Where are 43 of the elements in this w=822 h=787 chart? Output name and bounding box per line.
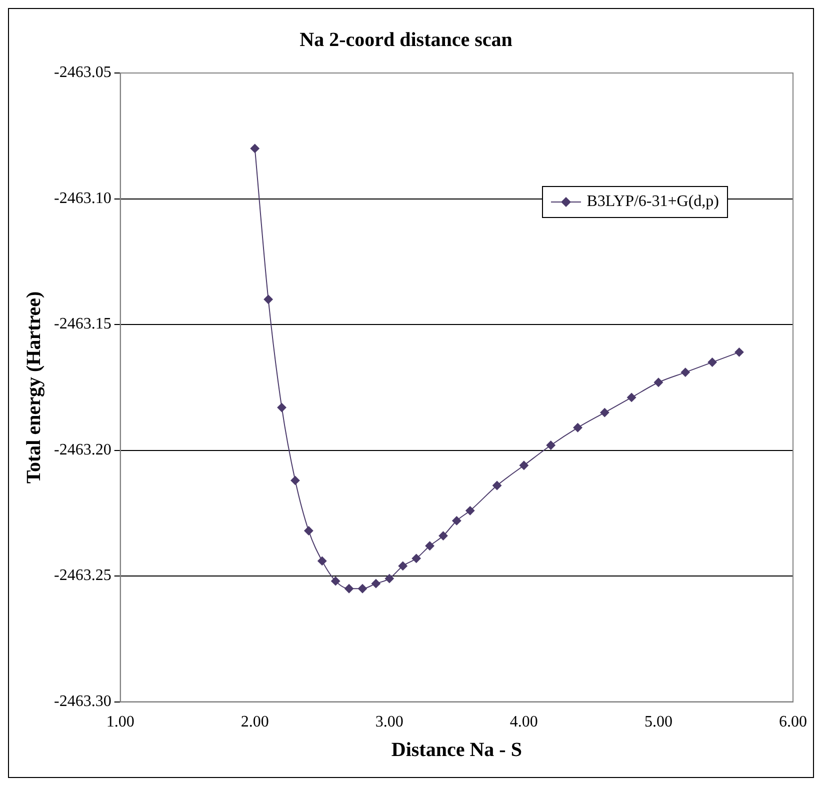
- y-tick-label: -2463.30: [54, 693, 112, 710]
- point: [250, 144, 260, 153]
- point: [600, 408, 610, 418]
- x-tick-label: 3.00: [375, 714, 404, 731]
- point: [264, 294, 273, 304]
- point: [438, 531, 448, 540]
- x-tick-label: 6.00: [779, 714, 807, 731]
- point: [290, 476, 300, 485]
- y-tick-label: -2463.15: [54, 316, 112, 333]
- y-tick-label: -2463.25: [54, 567, 112, 584]
- point: [344, 584, 354, 594]
- x-tick-label: 1.00: [106, 714, 134, 731]
- point: [398, 561, 408, 570]
- y-tick-label: -2463.20: [54, 441, 112, 458]
- legend-label: B3LYP/6-31+G(d,p): [586, 193, 719, 211]
- point: [358, 584, 367, 594]
- point: [425, 541, 434, 550]
- point: [412, 554, 421, 563]
- y-tick-label: -2463.05: [54, 64, 112, 82]
- point: [654, 378, 663, 387]
- y-axis-title: Total energy (Hartree): [23, 291, 46, 484]
- point: [519, 460, 528, 470]
- x-tick-label: 4.00: [510, 714, 538, 731]
- y-tick-label: -2463.10: [54, 190, 112, 207]
- point: [318, 556, 327, 566]
- x-axis-title: Distance Na - S: [391, 739, 522, 762]
- point: [546, 440, 556, 450]
- point: [277, 403, 286, 412]
- point: [492, 480, 502, 490]
- point: [466, 506, 475, 516]
- point: [384, 574, 394, 584]
- chart-title: Na 2-coord distance scan: [300, 29, 512, 52]
- point: [573, 423, 582, 432]
- point: [627, 392, 636, 402]
- point: [304, 526, 314, 536]
- point: [452, 516, 462, 526]
- point: [680, 368, 690, 377]
- point: [708, 358, 717, 367]
- x-tick-label: 2.00: [240, 714, 269, 731]
- point: [734, 348, 744, 357]
- point: [331, 576, 340, 586]
- x-tick-label: 5.00: [644, 714, 672, 731]
- point: [371, 579, 380, 588]
